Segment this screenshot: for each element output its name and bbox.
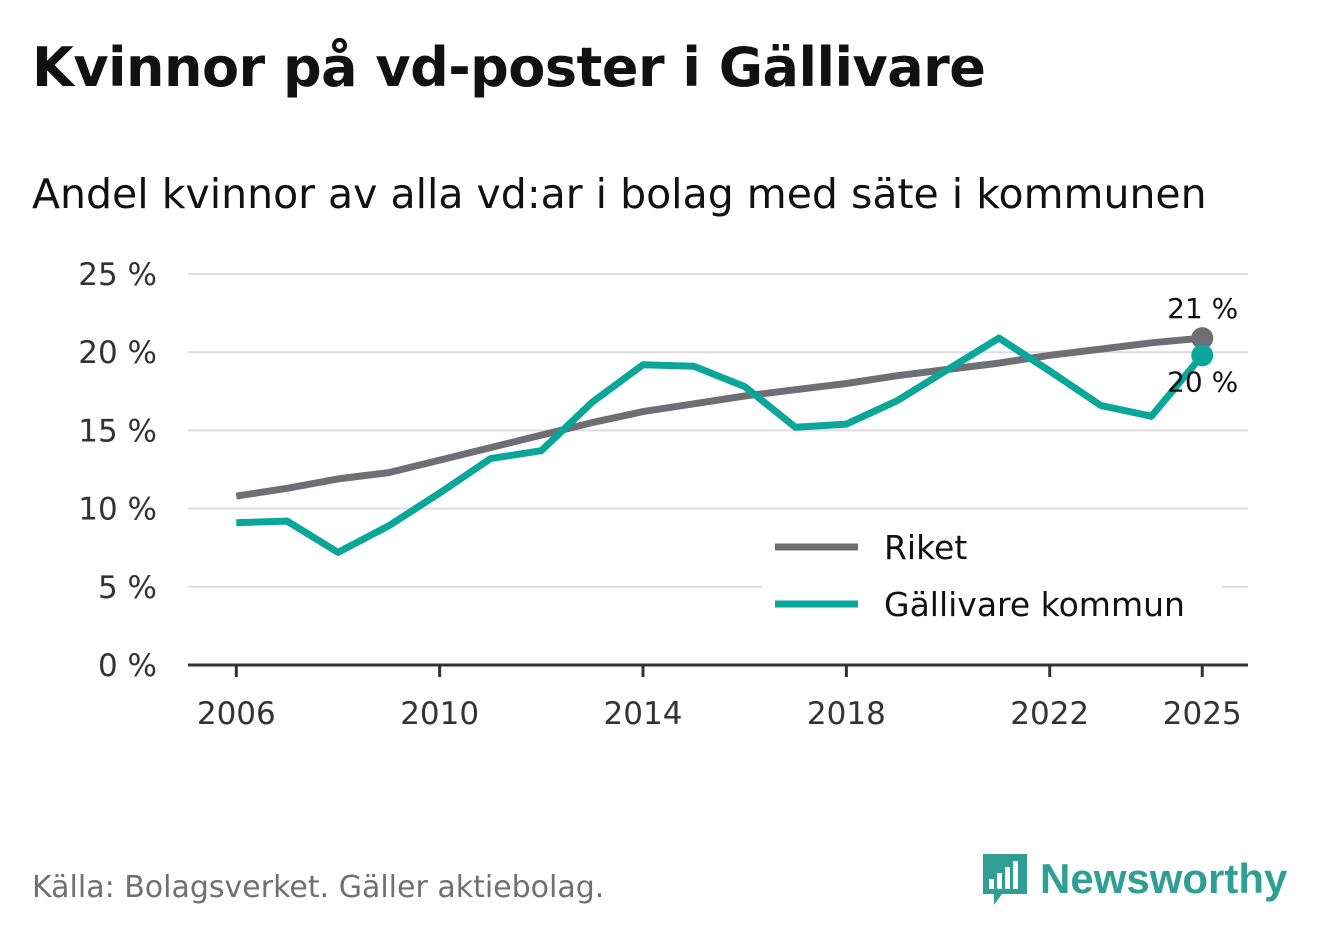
- end-labels: 21 % 20 %: [1167, 292, 1238, 398]
- chart-subtitle: Andel kvinnor av alla vd:ar i bolag med …: [32, 170, 1207, 218]
- line-chart: 0 %5 %10 %15 %20 %25 % 2006 2010 2014 2018 2…: [78, 257, 1248, 732]
- legend: Riket Gällivare kommun: [762, 520, 1222, 640]
- y-tick-label: 15 %: [78, 413, 157, 449]
- x-axis-ticks: 2006 2010 2014 2018 2022 2025: [197, 665, 1242, 732]
- y-axis-ticks: 0 % 5 % 10 % 15 % 20 % 25 %: [78, 257, 157, 684]
- series-line-gallivare: [236, 334, 1205, 556]
- bar-chart-icon: [983, 854, 1027, 905]
- end-marker: [1191, 344, 1214, 367]
- x-tick-label: 2006: [197, 696, 276, 732]
- chart-title: Kvinnor på vd-poster i Gällivare: [32, 36, 986, 99]
- y-tick-label: 0 %: [98, 648, 157, 684]
- x-tick-label: 2014: [604, 696, 683, 732]
- brand-name: Newsworthy: [1040, 855, 1288, 902]
- source-note: Källa: Bolagsverket. Gäller aktiebolag.: [32, 870, 605, 905]
- y-tick-label: 10 %: [78, 492, 157, 528]
- end-value-label: 20 %: [1167, 365, 1238, 398]
- series-line-riket: [235, 334, 1203, 500]
- legend-background: [762, 520, 1222, 640]
- series-lines: [235, 334, 1205, 556]
- y-tick-label: 20 %: [78, 335, 157, 371]
- x-tick-label: 2018: [807, 696, 886, 732]
- newsworthy-logo: Newsworthy: [980, 848, 1287, 910]
- legend-label: Gällivare kommun: [884, 585, 1185, 624]
- x-tick-label: 2022: [1010, 696, 1089, 732]
- end-value-label: 21 %: [1167, 292, 1238, 325]
- legend-label: Riket: [884, 528, 967, 567]
- end-marker: [1191, 327, 1214, 350]
- y-tick-label: 5 %: [98, 570, 157, 606]
- x-tick-label: 2025: [1163, 696, 1242, 732]
- y-tick-label: 25 %: [78, 257, 157, 293]
- x-tick-label: 2010: [400, 696, 479, 732]
